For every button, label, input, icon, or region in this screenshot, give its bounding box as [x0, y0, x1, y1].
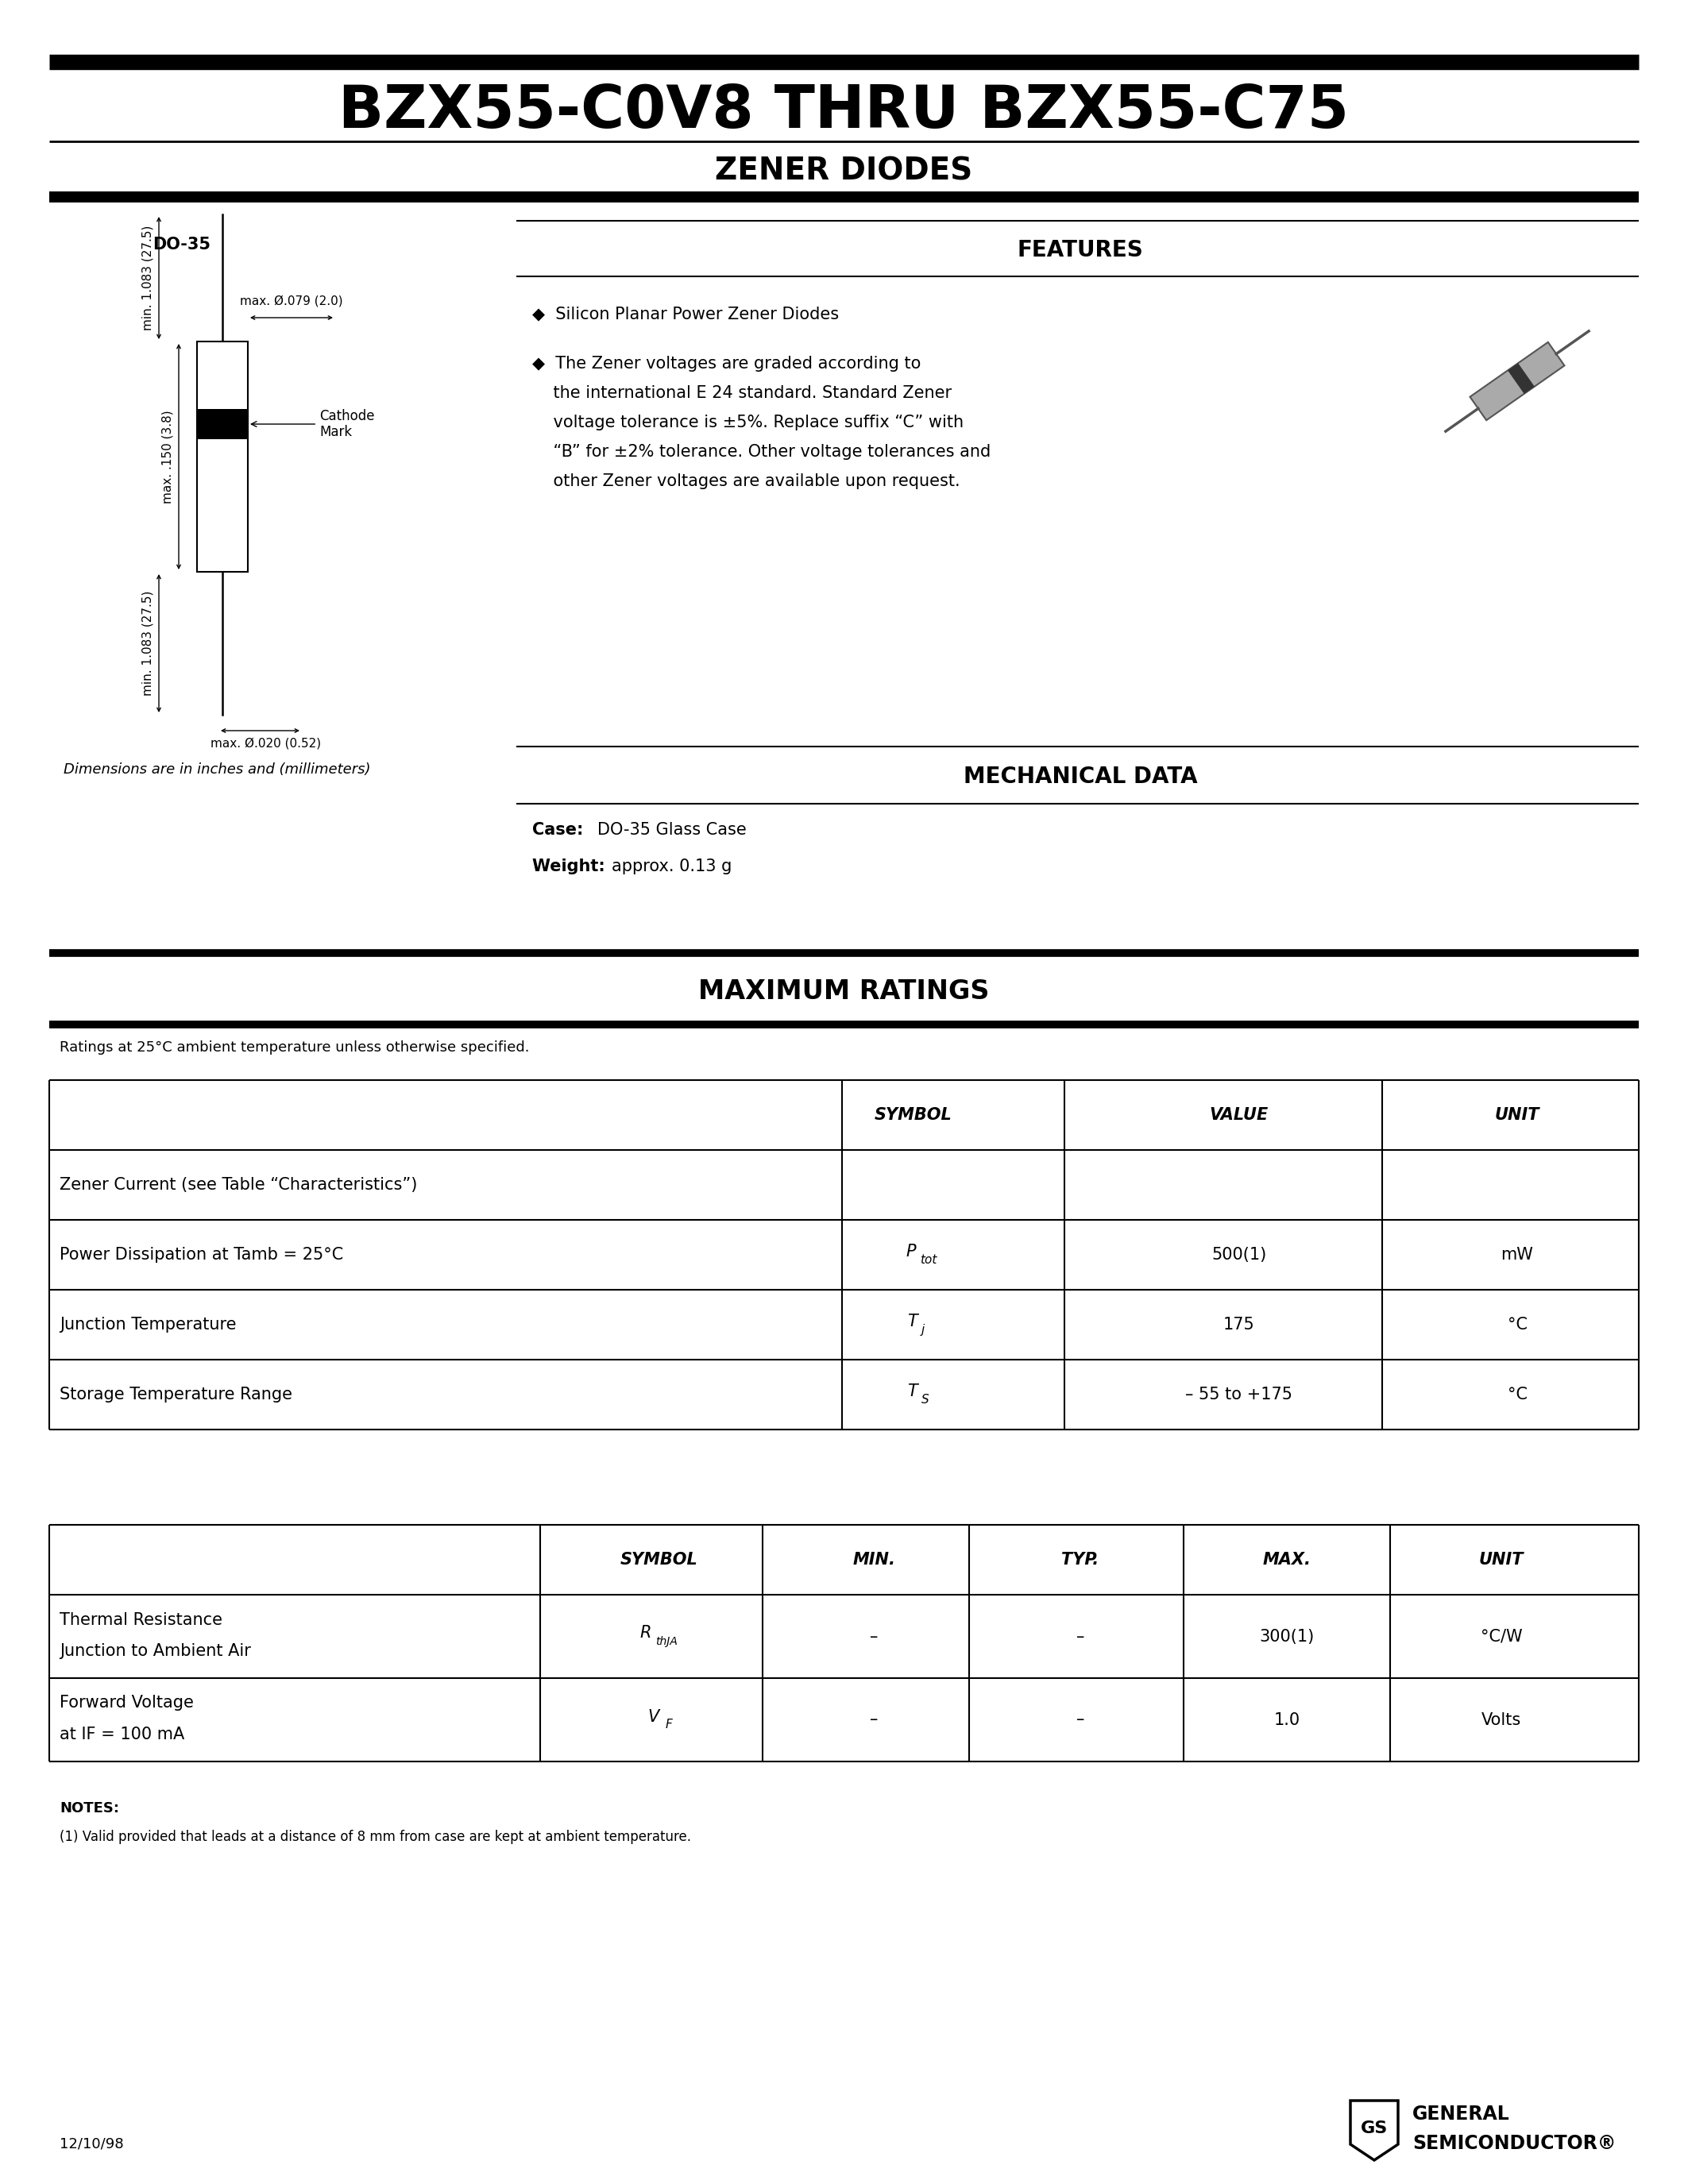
Text: VALUE: VALUE	[1210, 1107, 1269, 1123]
Bar	[197, 408, 248, 439]
Text: T: T	[906, 1313, 917, 1330]
Text: SEMICONDUCTOR®: SEMICONDUCTOR®	[1413, 2134, 1615, 2153]
Text: UNIT: UNIT	[1496, 1107, 1539, 1123]
Text: Zener Current (see Table “Characteristics”): Zener Current (see Table “Characteristic…	[59, 1177, 417, 1192]
Text: Power Dissipation at Tamb = 25°C: Power Dissipation at Tamb = 25°C	[59, 1247, 343, 1262]
Text: Volts: Volts	[1482, 1712, 1521, 1728]
Text: R: R	[640, 1625, 652, 1640]
Text: max. .150 (3.8): max. .150 (3.8)	[162, 411, 174, 502]
Text: Dimensions are in inches and (millimeters): Dimensions are in inches and (millimeter…	[64, 762, 371, 778]
Text: UNIT: UNIT	[1479, 1553, 1524, 1568]
Text: Junction Temperature: Junction Temperature	[59, 1317, 236, 1332]
Text: 500(1): 500(1)	[1212, 1247, 1266, 1262]
Text: NOTES:: NOTES:	[59, 1802, 120, 1815]
Text: max. Ø.079 (2.0): max. Ø.079 (2.0)	[240, 295, 343, 306]
Text: mW: mW	[1501, 1247, 1533, 1262]
Text: approx. 0.13 g: approx. 0.13 g	[611, 858, 733, 874]
Text: GS: GS	[1361, 2121, 1388, 2136]
Text: DO-35: DO-35	[152, 236, 211, 253]
Text: tot: tot	[920, 1254, 937, 1265]
Bar	[197, 341, 248, 572]
Text: Forward Voltage: Forward Voltage	[59, 1695, 194, 1710]
Text: at IF = 100 mA: at IF = 100 mA	[59, 1728, 184, 1743]
Text: DO-35 Glass Case: DO-35 Glass Case	[598, 821, 746, 839]
Text: MAXIMUM RATINGS: MAXIMUM RATINGS	[699, 978, 989, 1005]
Text: –: –	[869, 1712, 878, 1728]
Text: V: V	[648, 1708, 658, 1725]
Text: P: P	[905, 1243, 915, 1260]
Text: GENERAL: GENERAL	[1413, 2105, 1509, 2123]
Text: BZX55-C0V8 THRU BZX55-C75: BZX55-C0V8 THRU BZX55-C75	[338, 83, 1349, 140]
Polygon shape	[1470, 343, 1565, 419]
Text: –: –	[869, 1629, 878, 1645]
Text: 12/10/98: 12/10/98	[59, 2136, 123, 2151]
Text: F: F	[665, 1719, 672, 1730]
Text: voltage tolerance is ±5%. Replace suffix “C” with: voltage tolerance is ±5%. Replace suffix…	[532, 415, 964, 430]
Text: thJA: thJA	[655, 1636, 677, 1647]
Text: – 55 to +175: – 55 to +175	[1185, 1387, 1293, 1402]
Text: other Zener voltages are available upon request.: other Zener voltages are available upon …	[532, 474, 960, 489]
Text: (1) Valid provided that leads at a distance of 8 mm from case are kept at ambien: (1) Valid provided that leads at a dista…	[59, 1830, 690, 1843]
Text: S: S	[922, 1393, 928, 1404]
Text: Storage Temperature Range: Storage Temperature Range	[59, 1387, 292, 1402]
Polygon shape	[1507, 363, 1534, 393]
Text: T: T	[906, 1382, 917, 1400]
Text: SYMBOL: SYMBOL	[621, 1553, 699, 1568]
Text: 300(1): 300(1)	[1259, 1629, 1315, 1645]
Text: °C: °C	[1507, 1387, 1528, 1402]
Text: “B” for ±2% tolerance. Other voltage tolerances and: “B” for ±2% tolerance. Other voltage tol…	[532, 443, 991, 461]
Text: Junction to Ambient Air: Junction to Ambient Air	[59, 1645, 252, 1660]
Text: min. 1.083 (27.5): min. 1.083 (27.5)	[142, 225, 154, 330]
Text: 175: 175	[1224, 1317, 1254, 1332]
Text: MECHANICAL DATA: MECHANICAL DATA	[964, 767, 1197, 788]
Text: Ratings at 25°C ambient temperature unless otherwise specified.: Ratings at 25°C ambient temperature unle…	[59, 1040, 530, 1055]
Text: max. Ø.020 (0.52): max. Ø.020 (0.52)	[211, 736, 321, 749]
Text: TYP.: TYP.	[1062, 1553, 1099, 1568]
Text: Weight:: Weight:	[532, 858, 611, 874]
Text: ◆  Silicon Planar Power Zener Diodes: ◆ Silicon Planar Power Zener Diodes	[532, 306, 839, 321]
Text: ◆  The Zener voltages are graded according to: ◆ The Zener voltages are graded accordin…	[532, 356, 922, 371]
Text: –: –	[1077, 1629, 1084, 1645]
Text: 1.0: 1.0	[1274, 1712, 1300, 1728]
Text: MIN.: MIN.	[852, 1553, 895, 1568]
Text: min. 1.083 (27.5): min. 1.083 (27.5)	[142, 590, 154, 697]
Text: j: j	[922, 1324, 925, 1334]
Text: MAX.: MAX.	[1263, 1553, 1312, 1568]
Text: °C/W: °C/W	[1480, 1629, 1523, 1645]
Text: °C: °C	[1507, 1317, 1528, 1332]
Text: SYMBOL: SYMBOL	[874, 1107, 952, 1123]
Text: the international E 24 standard. Standard Zener: the international E 24 standard. Standar…	[532, 384, 952, 402]
Text: FEATURES: FEATURES	[1018, 238, 1143, 262]
Text: Case:: Case:	[532, 821, 589, 839]
Text: ZENER DIODES: ZENER DIODES	[714, 155, 972, 186]
Text: Thermal Resistance: Thermal Resistance	[59, 1612, 223, 1627]
Text: –: –	[1077, 1712, 1084, 1728]
Text: Cathode
Mark: Cathode Mark	[252, 408, 375, 439]
